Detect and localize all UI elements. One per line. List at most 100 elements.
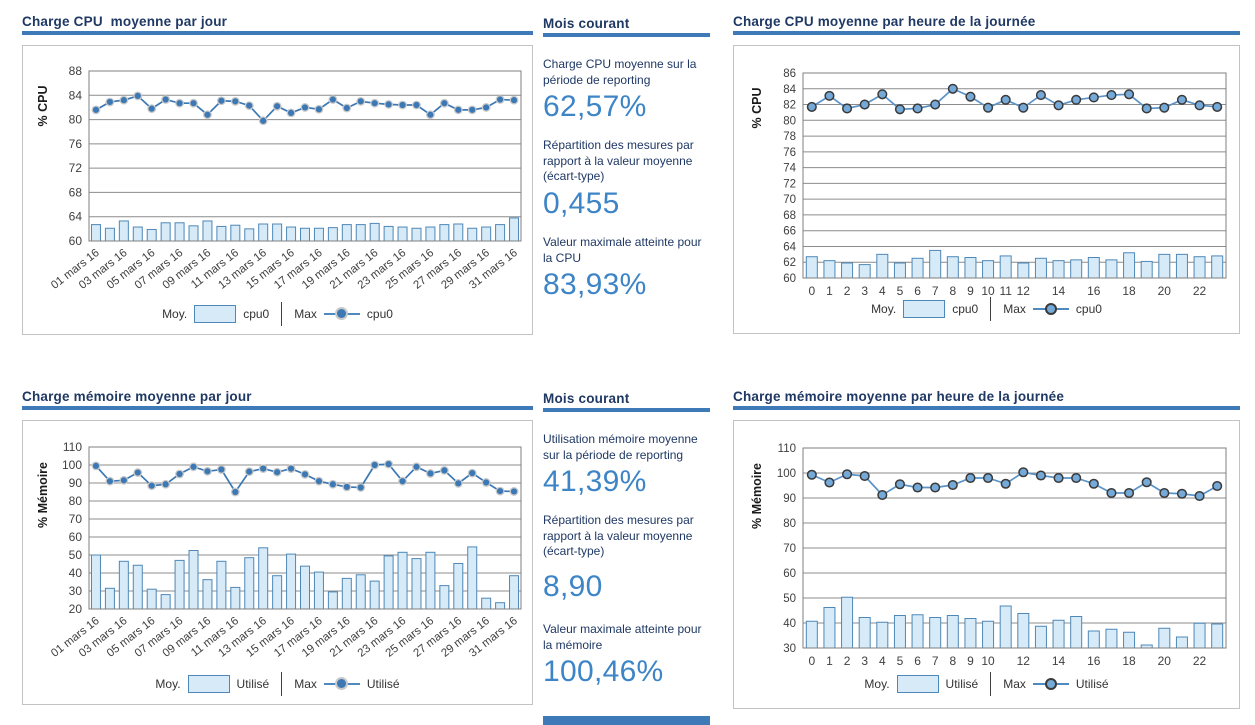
svg-text:62: 62 [783, 257, 796, 269]
stat-value: 100,46% [543, 655, 664, 689]
svg-text:78: 78 [783, 131, 796, 143]
svg-text:20: 20 [1158, 654, 1172, 668]
svg-text:66: 66 [783, 226, 796, 238]
svg-text:14: 14 [1052, 654, 1066, 668]
svg-text:80: 80 [783, 518, 796, 530]
legend-max-label: Max [294, 307, 317, 321]
cpu-stats-title: Mois courant [543, 16, 630, 31]
svg-text:84: 84 [783, 84, 796, 96]
mem-daily-section: Charge mémoire moyenne par jour 20 30 40 50… [22, 389, 533, 705]
svg-text:50: 50 [69, 548, 83, 562]
legend-divider [281, 302, 283, 326]
stat-label: Valeur maximale atteinte pour la mémoire [543, 621, 702, 652]
svg-text:6: 6 [914, 654, 921, 668]
svg-text:% CPU: % CPU [750, 88, 764, 129]
cpu-hourly-section: Charge CPU moyenne par heure de la journ… [733, 14, 1240, 334]
stat-label: Utilisation mémoire moyenne sur la pério… [543, 432, 698, 462]
svg-text:40: 40 [783, 618, 796, 630]
svg-text:68: 68 [783, 210, 796, 222]
svg-text:70: 70 [783, 194, 796, 206]
stat-value: 0,455 [543, 186, 620, 220]
svg-text:90: 90 [69, 476, 83, 490]
svg-text:80: 80 [69, 113, 83, 127]
legend-max-series: Utilisé [366, 677, 400, 691]
svg-text:82: 82 [783, 100, 796, 112]
svg-text:18: 18 [1122, 284, 1136, 298]
svg-text:16: 16 [1087, 654, 1101, 668]
svg-text:72: 72 [69, 161, 83, 175]
line-swatch-icon [323, 677, 360, 691]
svg-text:40: 40 [69, 566, 83, 580]
svg-text:30: 30 [69, 584, 83, 598]
svg-text:12: 12 [1017, 654, 1031, 668]
svg-text:60: 60 [69, 234, 83, 248]
svg-text:3: 3 [861, 654, 868, 668]
legend-moy-series: cpu0 [243, 307, 270, 321]
section-underline [733, 31, 1240, 35]
stat-value: 83,93% [543, 268, 647, 302]
mem-hourly-title: Charge mémoire moyenne par heure de la j… [733, 389, 1065, 404]
svg-text:88: 88 [69, 64, 83, 78]
svg-text:4: 4 [879, 284, 886, 298]
svg-text:76: 76 [69, 137, 83, 151]
bar-swatch-icon [187, 675, 230, 693]
svg-text:12: 12 [1017, 284, 1031, 298]
svg-text:60: 60 [69, 530, 83, 544]
mem-daily-legend: Moy. Utilisé Max Utilisé [23, 672, 532, 696]
svg-text:2: 2 [844, 284, 851, 298]
svg-text:70: 70 [783, 543, 796, 555]
svg-text:22: 22 [1193, 284, 1207, 298]
legend-moy-label: Moy. [162, 307, 188, 321]
cpu-daily-section: Charge CPU moyenne par jour 60 64 68 72 76 80… [22, 14, 533, 335]
legend-divider [990, 297, 992, 321]
legend-moy-series: cpu0 [952, 302, 979, 316]
svg-text:86: 86 [783, 68, 796, 80]
cutoff-next-section-underline [543, 716, 710, 725]
svg-text:% CPU: % CPU [36, 86, 50, 127]
svg-text:72: 72 [783, 178, 796, 190]
svg-text:10: 10 [981, 284, 995, 298]
mem-daily-chart-box: 20 30 40 50 60 70 80 90 100 110% Mémoire 01 mars 1… [22, 420, 533, 705]
svg-text:11: 11 [999, 284, 1012, 298]
cpu-hourly-legend: Moy. cpu0 Max cpu0 [734, 297, 1239, 321]
cpu-hourly-chart-box: 60 62 64 66 68 70 72 74 76 78 80 82 84 86% CPU 0 1 2 3 4 5 6… [733, 45, 1240, 334]
stat-value: 8,90 [543, 569, 603, 603]
svg-text:60: 60 [783, 273, 796, 285]
legend-moy-label: Moy. [871, 302, 897, 316]
svg-text:100: 100 [62, 458, 82, 472]
stat-label: Répartition des mesures par rapport à la… [543, 513, 694, 559]
svg-text:84: 84 [69, 88, 83, 102]
cpu-daily-chart-box: 60 64 68 72 76 80 84 88% CPU 01 mars 16 03 mars 1… [22, 45, 533, 335]
mem-hourly-section: Charge mémoire moyenne par heure de la j… [733, 389, 1240, 709]
legend-divider [281, 672, 283, 696]
svg-text:110: 110 [63, 440, 82, 454]
cpu-hourly-title: Charge CPU moyenne par heure de la journ… [733, 14, 1036, 29]
section-underline [543, 408, 710, 412]
svg-text:16: 16 [1087, 284, 1101, 298]
svg-text:20: 20 [1158, 284, 1172, 298]
section-underline [543, 33, 710, 37]
svg-text:90: 90 [783, 493, 796, 505]
svg-text:0: 0 [808, 654, 815, 668]
svg-text:1: 1 [826, 284, 833, 298]
svg-text:% Mémoire: % Mémoire [750, 463, 764, 529]
svg-text:80: 80 [69, 494, 83, 508]
svg-text:7: 7 [932, 284, 939, 298]
mem-hourly-chart-box: 30 40 50 60 70 80 90 100 110% Mémoire 0 1 2 3 4 5 6 7 8 9 1… [733, 420, 1240, 709]
line-swatch-icon [1032, 302, 1069, 316]
svg-text:18: 18 [1122, 654, 1136, 668]
svg-text:80: 80 [783, 115, 796, 127]
svg-text:64: 64 [783, 241, 796, 253]
svg-text:6: 6 [914, 284, 921, 298]
svg-text:110: 110 [778, 443, 796, 455]
svg-text:30: 30 [783, 643, 796, 655]
svg-text:68: 68 [69, 185, 83, 199]
stat-value: 62,57% [543, 90, 647, 124]
svg-text:9: 9 [967, 284, 974, 298]
cpu-daily-title: Charge CPU moyenne par jour [22, 14, 228, 29]
legend-moy-series: Utilisé [236, 677, 270, 691]
